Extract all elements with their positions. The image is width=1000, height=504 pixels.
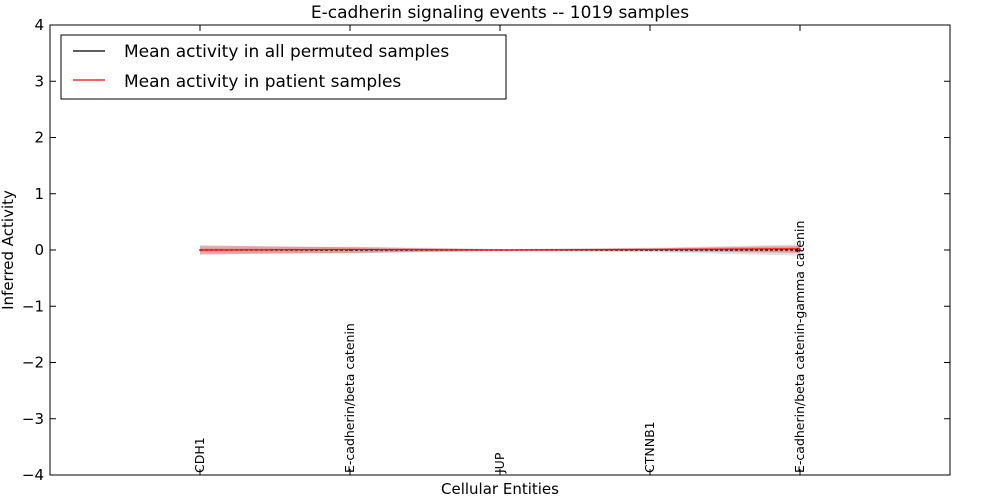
legend-box (60, 34, 507, 100)
y-tick-label: 4 (34, 16, 44, 34)
y-axis-label: Inferred Activity (0, 190, 17, 310)
chart-title: E-cadherin signaling events -- 1019 samp… (311, 3, 689, 23)
y-tick-label: −4 (22, 466, 44, 484)
legend: Mean activity in all permuted samples Me… (60, 34, 507, 100)
x-tick-label: E-cadherin/beta catenin (342, 323, 357, 473)
y-axis-ticks: 4 3 2 1 0 −1 −2 −3 −4 (22, 16, 950, 484)
x-tick-label: E-cadherin/beta catenin-gamma catenin (792, 221, 807, 473)
y-tick-label: 1 (34, 185, 44, 203)
y-tick-label: 0 (34, 241, 44, 259)
patient-point (199, 249, 201, 251)
patient-point (349, 248, 351, 251)
y-tick-label: −1 (22, 297, 44, 315)
patient-point (649, 248, 651, 251)
series-lines (199, 248, 801, 251)
y-tick-label: −2 (22, 354, 44, 372)
y-tick-label: 3 (34, 72, 44, 90)
x-axis-label: Cellular Entities (441, 480, 559, 498)
permuted-point (799, 249, 801, 251)
x-axis-ticks: CDH1 E-cadherin/beta catenin JUP CTNNB1 E-ca… (192, 25, 807, 475)
x-tick-label: CDH1 (192, 437, 207, 473)
y-tick-label: 2 (34, 129, 44, 147)
y-tick-label: −3 (22, 410, 44, 428)
x-tick-label: CTNNB1 (642, 421, 657, 473)
x-tick-label: JUP (492, 452, 507, 474)
patient-point (499, 249, 501, 251)
legend-label-patient: Mean activity in patient samples (124, 72, 401, 92)
patient-point (799, 248, 801, 250)
legend-label-permuted: Mean activity in all permuted samples (124, 42, 449, 62)
